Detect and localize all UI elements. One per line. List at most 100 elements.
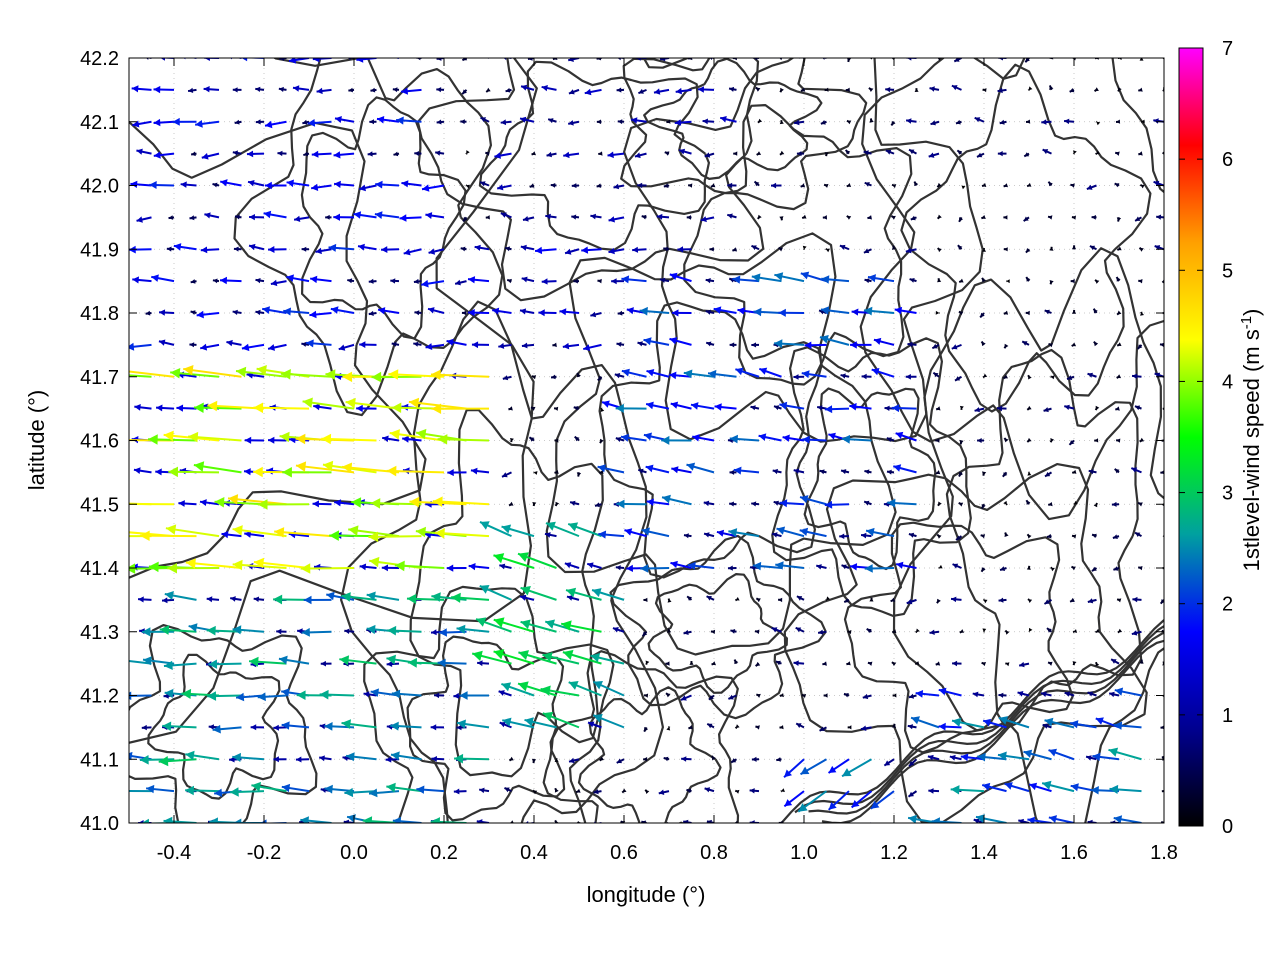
wind-vector-head xyxy=(1073,150,1077,155)
wind-vector-head xyxy=(884,760,891,766)
colorbar: 0 1 2 3 4 5 6 7 1stlevel-wind speed (m s-1) xyxy=(1178,38,1264,838)
wind-vector-head xyxy=(868,274,876,283)
wind-vector-head xyxy=(775,561,784,570)
wind-vector-head xyxy=(465,184,470,189)
wind-vector-head xyxy=(201,153,209,160)
wind-vector-head xyxy=(824,183,829,188)
wind-vector-head xyxy=(1048,661,1053,666)
wind-vector-head xyxy=(343,819,350,823)
wind-vector-shaft xyxy=(129,471,130,473)
wind-vector-head xyxy=(846,120,852,125)
wind-vector-head xyxy=(520,244,527,251)
wind-vector-head xyxy=(1003,310,1009,315)
wind-vector-head xyxy=(166,246,172,252)
wind-vector-head xyxy=(727,213,733,219)
wind-vector-head xyxy=(232,625,242,635)
wind-vector-head xyxy=(212,724,221,734)
wind-vector-head xyxy=(1094,87,1099,92)
wind-vector-head xyxy=(249,243,256,251)
wind-vector-head xyxy=(1003,374,1008,379)
wind-vector-head xyxy=(574,436,580,442)
wind-vector-head xyxy=(221,531,229,539)
wind-vector-head xyxy=(1153,118,1159,124)
wind-vector-head xyxy=(595,502,600,508)
wind-vector-head xyxy=(392,87,398,93)
wind-vector-head xyxy=(1067,375,1073,380)
wind-vector-head xyxy=(716,529,725,537)
wind-vector-head xyxy=(518,552,529,562)
wind-vector-head xyxy=(562,342,570,350)
wind-vector-head xyxy=(562,649,574,660)
wind-vector-head xyxy=(414,151,420,156)
wind-vector-head xyxy=(828,432,836,440)
wind-vector-head xyxy=(257,499,268,510)
wind-vector-head xyxy=(645,660,650,665)
wind-vector-head xyxy=(244,530,252,538)
wind-vector-head xyxy=(123,88,128,93)
wind-vector-head xyxy=(1026,277,1031,282)
x-tick-label: 1.8 xyxy=(1150,842,1178,864)
wind-vector-head xyxy=(164,688,174,699)
wind-vector-head xyxy=(436,58,442,61)
wind-vector-head xyxy=(977,752,986,762)
wind-vector-head xyxy=(817,405,823,411)
wind-vector-head xyxy=(873,337,882,345)
wind-vector-head xyxy=(863,150,869,156)
wind-vector-head xyxy=(228,494,239,505)
wind-vector-head xyxy=(232,559,243,571)
wind-vector-head xyxy=(233,818,242,823)
wind-vector-head xyxy=(314,563,321,571)
y-tick-label: 41.9 xyxy=(80,239,119,261)
wind-vector-head xyxy=(1138,151,1143,156)
wind-vector-head xyxy=(278,655,288,665)
wind-vector-head xyxy=(754,181,760,187)
wind-vector-shaft xyxy=(129,535,130,537)
wind-vector-head xyxy=(319,723,326,730)
wind-vector-head xyxy=(265,181,272,190)
wind-vector-head xyxy=(535,246,543,255)
wind-vector-head xyxy=(276,628,282,635)
wind-vector-head xyxy=(687,596,692,601)
wind-vector-head xyxy=(598,530,607,539)
wind-vector-head xyxy=(596,119,602,125)
wind-vector-head xyxy=(929,86,935,92)
wind-vector-head xyxy=(753,561,762,571)
wind-vector-head xyxy=(368,310,374,316)
wind-vector-head xyxy=(1072,534,1077,539)
wind-vector-head xyxy=(121,119,126,124)
wind-vector-head xyxy=(565,248,572,255)
wind-vector-head xyxy=(906,58,912,61)
wind-vector-head xyxy=(674,119,682,126)
wind-vector-head xyxy=(667,598,672,603)
wind-vector-head xyxy=(977,152,983,158)
wind-vector-head xyxy=(220,276,227,285)
wind-vector-head xyxy=(1092,752,1101,762)
wind-vector-head xyxy=(505,246,511,252)
wind-vector-head xyxy=(751,342,757,348)
wind-vector-head xyxy=(1160,599,1164,604)
wind-vector-head xyxy=(129,751,133,761)
wind-vector-head xyxy=(755,661,761,666)
wind-vector-head xyxy=(265,120,273,129)
wind-vector-head xyxy=(780,788,785,792)
wind-vector-head xyxy=(416,428,427,440)
wind-vector-head xyxy=(733,151,738,156)
wind-vector-head xyxy=(593,681,603,690)
wind-vector-head xyxy=(1028,86,1033,91)
wind-vector-head xyxy=(737,307,745,315)
wind-vector-head xyxy=(359,563,367,571)
wind-vector-head xyxy=(1048,748,1057,757)
wind-vector-head xyxy=(593,789,599,795)
wind-vector-head xyxy=(1048,815,1057,823)
wind-vector-head xyxy=(683,369,693,379)
wind-vector-head xyxy=(313,403,320,411)
wind-vector-head xyxy=(774,405,780,411)
wind-vector-head xyxy=(425,343,433,350)
wind-vector-head xyxy=(344,787,354,798)
wind-vector-head xyxy=(644,693,649,698)
contour-line xyxy=(478,60,710,251)
wind-vector-head xyxy=(643,337,652,346)
wind-vector-head xyxy=(274,527,285,538)
wind-vectors xyxy=(121,58,1164,823)
wind-vector-head xyxy=(670,401,679,409)
